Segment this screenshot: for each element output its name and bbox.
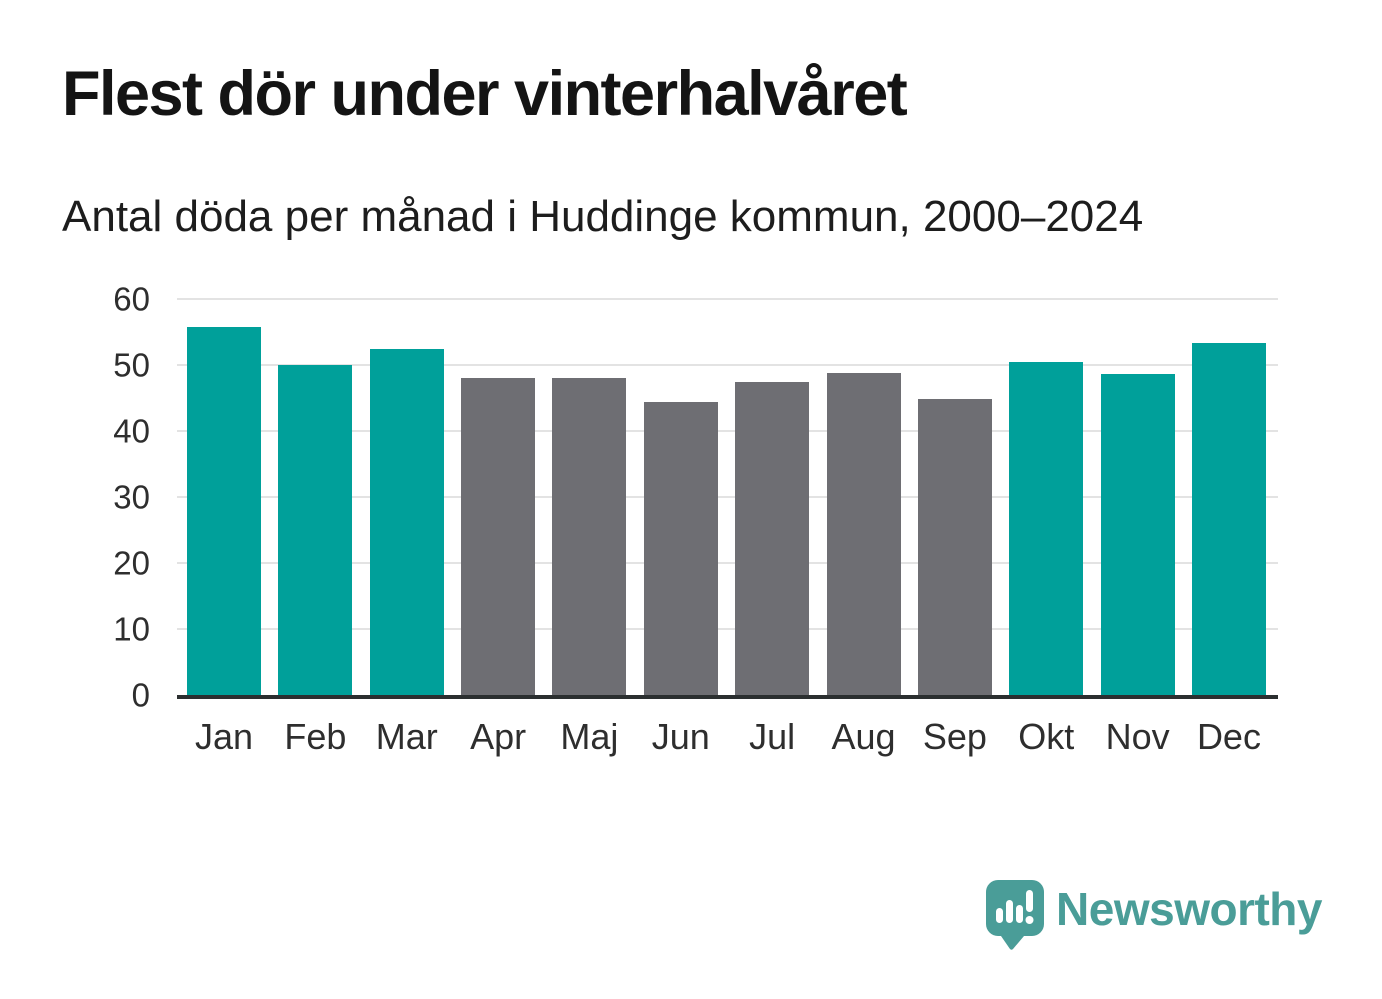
- x-tick-label-aug: Aug: [831, 716, 896, 757]
- chart-title: Flest dör under vinterhalvåret: [62, 59, 908, 129]
- x-tick-label-okt: Okt: [1018, 716, 1075, 757]
- gridline-10: [177, 628, 1278, 631]
- x-tick-label-jun: Jun: [651, 716, 710, 757]
- bar-maj: [552, 378, 627, 695]
- brand-footer: Newsworthy: [986, 880, 1322, 950]
- x-tick-label-feb: Feb: [284, 716, 347, 757]
- gridline-50: [177, 364, 1278, 366]
- bar-okt: [1009, 362, 1084, 695]
- bar-jul: [735, 382, 810, 695]
- bar-sep: [917, 399, 992, 695]
- bar-jan: [187, 326, 261, 695]
- x-tick-label-sep: Sep: [922, 716, 987, 757]
- x-axis-line: [177, 695, 1278, 699]
- x-axis-labels: Jan Feb Mar Apr Maj Jun Jul Aug Sep Okt Nov Dec: [187, 716, 1266, 758]
- bar-apr: [461, 377, 536, 695]
- bar-mar: [369, 349, 444, 695]
- x-tick-label-apr: Apr: [470, 716, 527, 757]
- bar-nov: [1100, 374, 1175, 695]
- y-tick-label-20: 20: [113, 544, 150, 582]
- bar-feb: [278, 365, 353, 695]
- plot-area: [177, 298, 1278, 699]
- bar-dec: [1191, 342, 1266, 695]
- x-tick-label-dec: Dec: [1196, 716, 1261, 757]
- x-tick-label-nov: Nov: [1105, 716, 1170, 757]
- x-tick-label-maj: Maj: [560, 716, 619, 757]
- x-tick-label-mar: Mar: [375, 716, 438, 757]
- y-axis-labels: 0 10 20 30 40 50 60: [0, 283, 150, 712]
- chart-subtitle: Antal döda per månad i Huddinge kommun, …: [62, 192, 1144, 241]
- y-tick-label-0: 0: [131, 676, 150, 714]
- y-tick-label-10: 10: [113, 610, 150, 648]
- x-tick-label-jul: Jul: [749, 716, 796, 757]
- newsworthy-logo-icon: [986, 880, 1045, 950]
- gridline-60: [177, 298, 1278, 300]
- gridlines: [177, 298, 1278, 695]
- y-tick-label-60: 60: [113, 280, 150, 318]
- bar-aug: [826, 372, 901, 695]
- bars: [187, 299, 1266, 695]
- gridline-30: [177, 496, 1278, 498]
- gridline-20: [177, 562, 1278, 565]
- y-tick-label-40: 40: [113, 412, 150, 450]
- y-tick-label-50: 50: [113, 346, 150, 384]
- gridline-40: [177, 430, 1278, 433]
- brand-name: Newsworthy: [1056, 883, 1322, 935]
- x-tick-label-jan: Jan: [194, 716, 254, 757]
- bar-jun: [643, 401, 718, 695]
- y-tick-label-30: 30: [113, 478, 150, 516]
